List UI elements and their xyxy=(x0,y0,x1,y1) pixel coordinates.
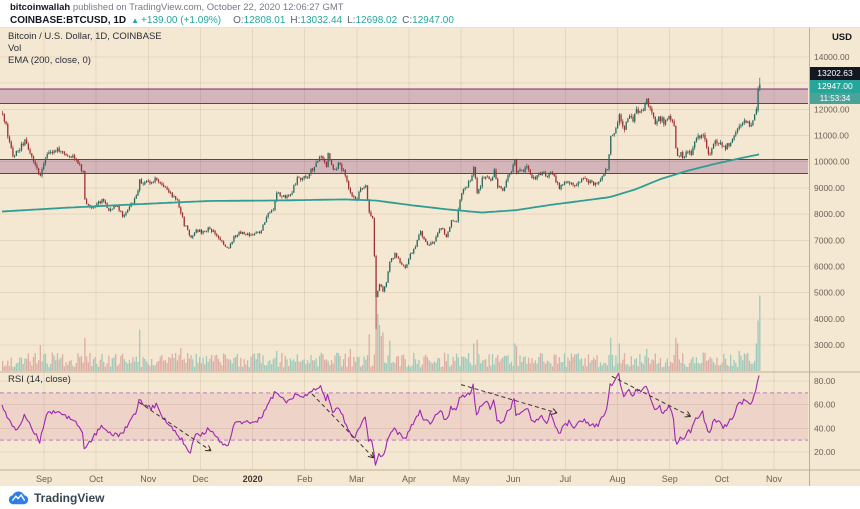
symbol-line: COINBASE:BTCUSD, 1D ▲ +139.00 (+1.09%) O:12… xyxy=(10,14,860,27)
svg-text:7000.00: 7000.00 xyxy=(814,235,845,245)
up-arrow-icon: ▲ xyxy=(131,16,140,25)
svg-text:Apr: Apr xyxy=(402,474,416,484)
svg-text:60.00: 60.00 xyxy=(814,400,836,410)
volume-legend[interactable]: Vol xyxy=(8,43,22,54)
footer: TradingView xyxy=(0,486,860,509)
svg-text:8000.00: 8000.00 xyxy=(814,209,845,219)
bar-countdown-tag: 11:53:34 xyxy=(810,93,860,104)
svg-text:Mar: Mar xyxy=(349,474,365,484)
publish-info-line: bitcoinwallah published on TradingView.c… xyxy=(10,2,860,14)
ohlc-high-label: H: xyxy=(290,15,301,26)
svg-text:USD: USD xyxy=(832,32,852,43)
svg-text:20.00: 20.00 xyxy=(814,447,836,457)
tradingview-logo[interactable] xyxy=(8,490,29,506)
svg-text:Nov: Nov xyxy=(140,474,157,484)
svg-text:5000.00: 5000.00 xyxy=(814,288,845,298)
ohlc-close-value: 12947.00 xyxy=(412,15,454,26)
svg-text:3000.00: 3000.00 xyxy=(814,340,845,350)
svg-text:6000.00: 6000.00 xyxy=(814,262,845,272)
svg-text:Oct: Oct xyxy=(89,474,104,484)
svg-text:Feb: Feb xyxy=(297,474,313,484)
svg-text:12000.00: 12000.00 xyxy=(814,104,850,114)
price-change: +139.00 (+1.09%) xyxy=(141,15,222,26)
ohlc-high-value: 13032.44 xyxy=(300,15,343,26)
svg-text:Jul: Jul xyxy=(560,474,572,484)
brand-name[interactable]: TradingView xyxy=(34,490,105,505)
last-price-tag: 12947.00 xyxy=(810,80,860,93)
svg-text:Jun: Jun xyxy=(506,474,521,484)
svg-text:Nov: Nov xyxy=(766,474,783,484)
symbol-title: COINBASE:BTCUSD, 1D xyxy=(10,15,127,26)
svg-text:Oct: Oct xyxy=(715,474,730,484)
svg-text:80.00: 80.00 xyxy=(814,376,836,386)
svg-text:Dec: Dec xyxy=(192,474,209,484)
svg-text:40.00: 40.00 xyxy=(814,423,836,433)
svg-text:May: May xyxy=(453,474,471,484)
ohlc-low-value: 12698.02 xyxy=(355,15,398,26)
svg-text:9000.00: 9000.00 xyxy=(814,183,845,193)
ohlc-low-label: L: xyxy=(347,15,356,26)
ohlc-open-label: O: xyxy=(233,15,244,26)
svg-text:14000.00: 14000.00 xyxy=(814,52,850,62)
ema-legend[interactable]: EMA (200, close, 0) xyxy=(8,55,91,66)
ohlc-close-label: C: xyxy=(402,15,413,26)
main-series-legend[interactable]: Bitcoin / U.S. Dollar, 1D, COINBASE xyxy=(8,31,162,42)
svg-text:2020: 2020 xyxy=(243,474,263,484)
author-name: bitcoinwallah xyxy=(10,2,71,13)
high-price-tag: 13202.63 xyxy=(810,67,860,80)
svg-text:Aug: Aug xyxy=(609,474,625,484)
svg-text:10000.00: 10000.00 xyxy=(814,157,850,167)
svg-text:11000.00: 11000.00 xyxy=(814,131,849,141)
rsi-legend[interactable]: RSI (14, close) xyxy=(8,374,71,385)
svg-text:Sep: Sep xyxy=(662,474,678,484)
ohlc-open-value: 12808.01 xyxy=(243,15,286,26)
published-text: published on TradingView.com, October 22… xyxy=(70,2,344,13)
svg-text:4000.00: 4000.00 xyxy=(814,314,845,324)
header: bitcoinwallah published on TradingView.c… xyxy=(0,0,860,28)
svg-text:Sep: Sep xyxy=(36,474,52,484)
